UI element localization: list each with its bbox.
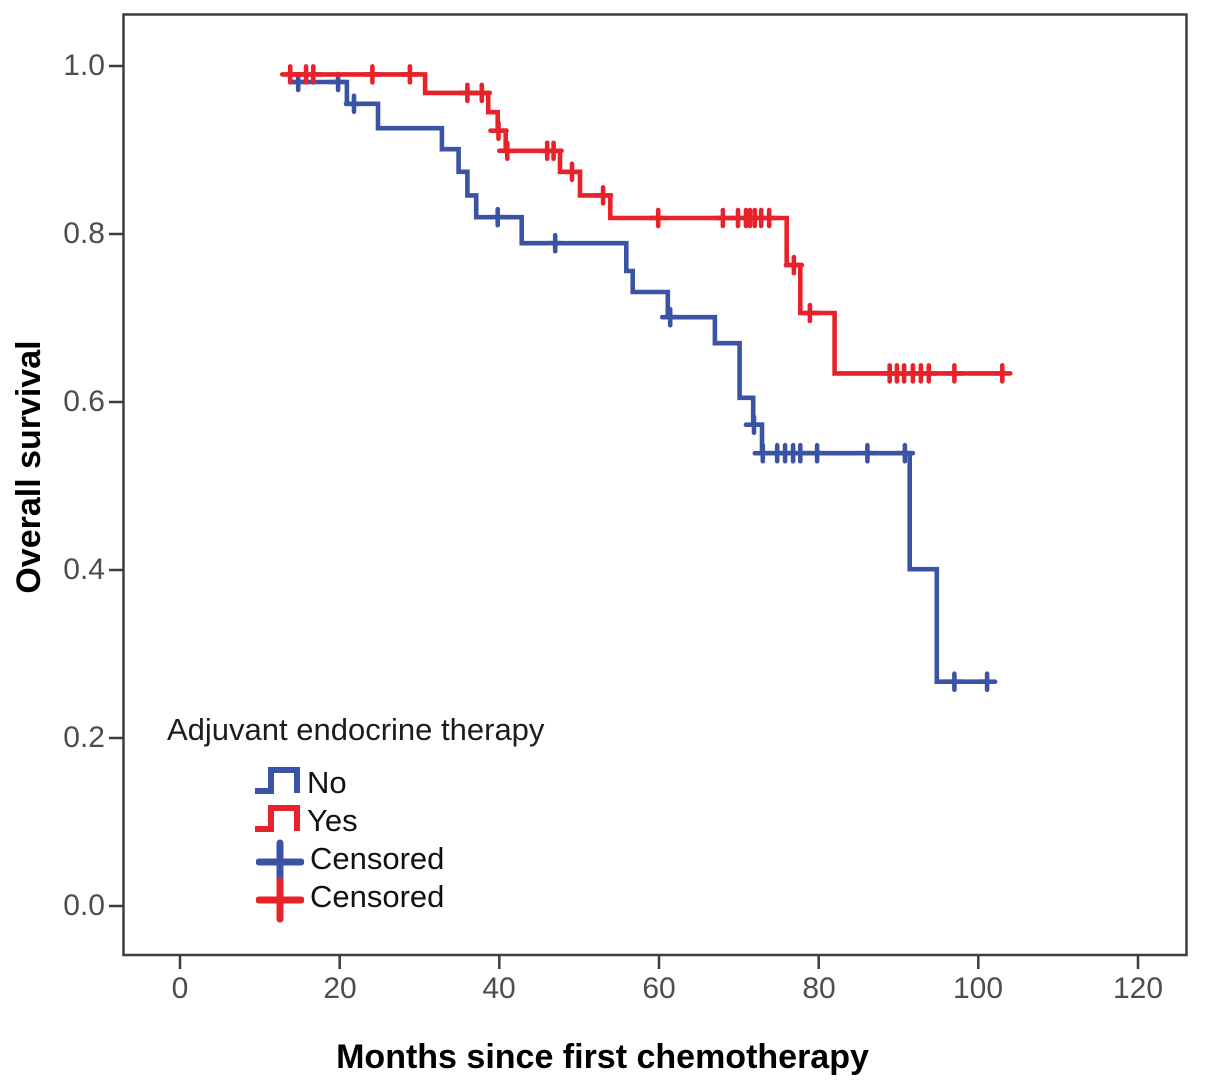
y-axis-title: Overall survival	[10, 340, 48, 594]
legend-censor-glyph-0	[256, 839, 304, 885]
y-tick-label: 0.0	[63, 889, 105, 922]
x-tick-label: 60	[642, 972, 676, 1005]
y-tick-label: 0.6	[63, 385, 105, 418]
plus-icon	[256, 839, 304, 885]
x-tick-label: 120	[1112, 972, 1164, 1005]
y-tick-label: 0.2	[63, 721, 105, 754]
y-ticks	[109, 64, 123, 908]
legend-title: Adjuvant endocrine therapy	[167, 712, 545, 747]
legend-item-label: No	[307, 765, 347, 800]
legend-censor-glyph-1	[256, 877, 304, 923]
series-censors-1	[279, 64, 1013, 384]
legend-item-label: Censored	[310, 841, 445, 876]
x-tick-label: 20	[323, 972, 357, 1005]
legend-item-label: Yes	[307, 803, 358, 838]
x-tick-label: 0	[171, 972, 189, 1005]
series-censors-0	[287, 71, 998, 692]
y-tick-label: 0.4	[63, 553, 105, 586]
x-tick-label: 40	[482, 972, 516, 1005]
x-tick-label: 100	[952, 972, 1004, 1005]
series-line-0	[291, 79, 988, 684]
plus-icon	[256, 877, 304, 923]
legend-glyph-0	[255, 767, 300, 794]
x-axis-title: Months since first chemotherapy	[336, 1038, 869, 1076]
x-tick-label: 80	[802, 972, 836, 1005]
x-ticks	[178, 955, 1140, 969]
series-line-1	[285, 72, 1005, 376]
step-line-icon	[255, 767, 300, 794]
legend-glyph-1	[255, 805, 300, 832]
step-line-icon	[255, 805, 300, 832]
y-tick-label: 0.8	[63, 217, 105, 250]
plot-frame	[122, 13, 1188, 957]
y-tick-label: 1.0	[63, 49, 105, 82]
legend-item-label: Censored	[310, 879, 445, 914]
